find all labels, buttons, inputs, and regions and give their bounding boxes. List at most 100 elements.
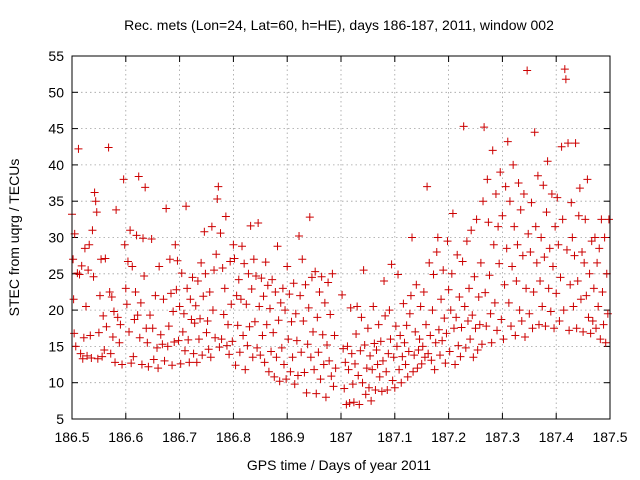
data-point xyxy=(383,385,392,394)
data-point xyxy=(273,242,282,251)
data-point xyxy=(481,288,490,297)
data-point xyxy=(502,244,511,253)
data-point xyxy=(198,351,207,360)
data-point xyxy=(354,371,363,380)
x-tick-label: 187.4 xyxy=(539,429,574,445)
data-point xyxy=(329,382,338,391)
data-point xyxy=(106,349,115,358)
data-point xyxy=(538,302,547,311)
data-point xyxy=(510,222,519,231)
data-point xyxy=(88,226,97,235)
data-point xyxy=(240,259,249,268)
data-point xyxy=(423,182,432,191)
data-point xyxy=(185,358,194,367)
data-point xyxy=(172,285,181,294)
data-point xyxy=(503,137,512,146)
data-point xyxy=(257,274,266,283)
data-point xyxy=(171,240,180,249)
data-point xyxy=(594,302,603,311)
data-point xyxy=(377,387,386,396)
data-point xyxy=(309,327,318,336)
data-point xyxy=(255,302,264,311)
data-point xyxy=(302,388,311,397)
chart-title: Rec. mets (Lon=24, Lat=60, h=HE), days 1… xyxy=(124,17,554,33)
data-point xyxy=(284,335,293,344)
data-point xyxy=(592,324,601,333)
data-point xyxy=(497,315,506,324)
data-point xyxy=(97,255,106,264)
data-point xyxy=(271,287,280,296)
x-tick-labels: 186.5 186.6 186.7 186.8 186.9 187 187.1 187.2 18… xyxy=(54,429,627,445)
data-point xyxy=(397,378,406,387)
data-point xyxy=(372,346,381,355)
data-point xyxy=(434,325,443,334)
data-point xyxy=(490,298,499,307)
data-point xyxy=(107,293,116,302)
data-point xyxy=(568,233,577,242)
data-point xyxy=(93,354,102,363)
data-point xyxy=(586,329,595,338)
data-point xyxy=(200,227,209,236)
y-tick-label: 55 xyxy=(48,48,64,64)
data-point xyxy=(238,242,247,251)
data-point xyxy=(352,330,361,339)
data-point xyxy=(113,313,122,322)
data-point xyxy=(551,222,560,231)
data-point xyxy=(511,331,520,340)
data-point xyxy=(398,352,407,361)
data-point xyxy=(519,189,528,198)
data-point xyxy=(210,266,219,275)
data-point xyxy=(74,144,83,153)
data-point xyxy=(151,291,160,300)
data-point xyxy=(261,258,270,267)
data-point xyxy=(311,267,320,276)
data-point xyxy=(466,335,475,344)
data-point xyxy=(495,259,504,268)
data-point xyxy=(485,271,494,280)
data-point xyxy=(274,316,283,325)
data-point xyxy=(282,375,291,384)
data-point xyxy=(208,306,217,315)
data-point xyxy=(69,255,78,264)
data-point xyxy=(286,367,295,376)
data-point xyxy=(330,331,339,340)
data-point xyxy=(340,384,349,393)
data-point xyxy=(566,280,575,289)
data-point xyxy=(531,222,540,231)
grid-lines xyxy=(72,56,610,419)
data-point xyxy=(230,254,239,263)
data-point xyxy=(455,293,464,302)
data-point xyxy=(314,348,323,357)
data-point xyxy=(487,338,496,347)
data-point xyxy=(467,226,476,235)
data-point xyxy=(350,359,359,368)
data-point xyxy=(469,353,478,362)
data-point xyxy=(246,221,255,230)
y-axis-label: STEC from uqrg / TECUs xyxy=(6,159,22,317)
data-point xyxy=(95,291,104,300)
data-point xyxy=(204,345,213,354)
data-point xyxy=(211,333,220,342)
data-point xyxy=(386,335,395,344)
data-point xyxy=(221,212,230,221)
data-point xyxy=(164,322,173,331)
data-point xyxy=(439,266,448,275)
data-point xyxy=(448,209,457,218)
y-tick-label: 15 xyxy=(48,338,64,354)
data-point xyxy=(118,360,127,369)
data-point xyxy=(229,240,238,249)
data-point xyxy=(508,262,517,271)
data-point xyxy=(515,306,524,315)
data-point xyxy=(571,139,580,148)
data-point xyxy=(530,128,539,137)
data-point xyxy=(494,222,503,231)
data-point xyxy=(451,360,460,369)
data-point xyxy=(267,347,276,356)
data-point xyxy=(382,367,391,376)
data-point xyxy=(349,398,358,407)
data-point xyxy=(313,313,322,322)
data-point xyxy=(378,356,387,365)
data-point xyxy=(489,240,498,249)
data-point xyxy=(536,277,545,286)
data-point xyxy=(258,331,267,340)
